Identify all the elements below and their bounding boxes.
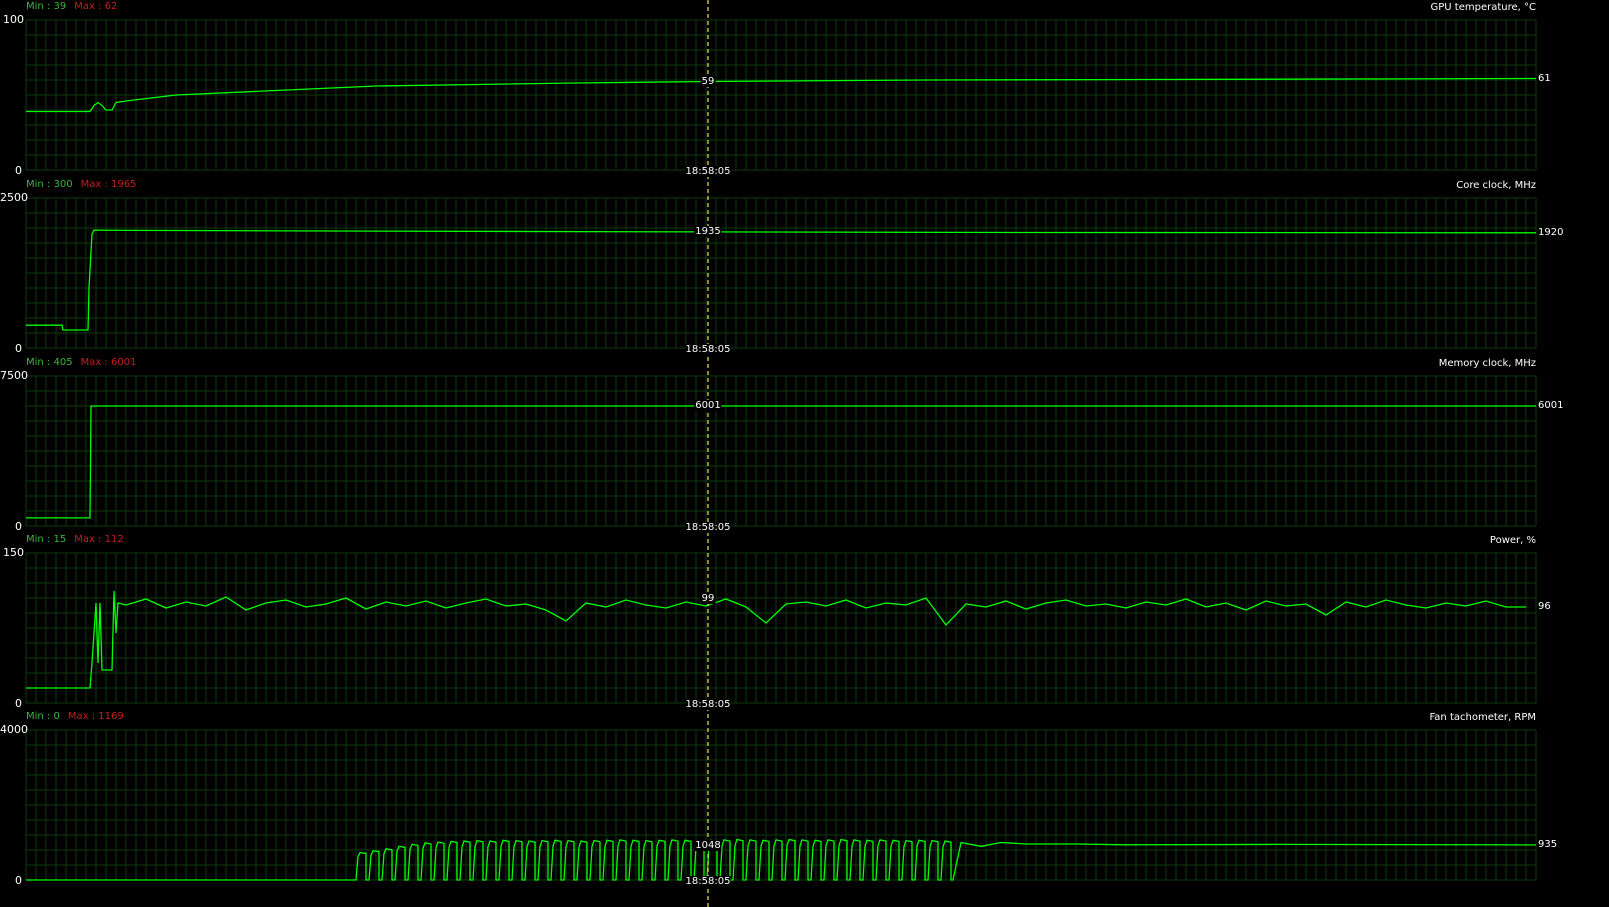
min-max-readout: Min : 0 Max : 1169 [26, 711, 124, 722]
graph-title: Core clock, MHz [1456, 180, 1536, 191]
y-axis-min-label: 0 [15, 697, 22, 710]
series-line [26, 838, 1537, 881]
series-line [26, 229, 1537, 331]
cursor-value-label: 1935 [694, 225, 722, 237]
current-value-label: 61 [1538, 72, 1551, 84]
max-value: Max : 112 [74, 534, 124, 545]
min-max-readout: Min : 39 Max : 62 [26, 1, 117, 12]
min-value: Min : 300 [26, 179, 73, 190]
current-value-label: 935 [1538, 838, 1558, 850]
min-value: Min : 39 [26, 1, 67, 12]
cursor-time-label: 18:58:05 [685, 166, 731, 177]
y-axis-min-label: 0 [15, 520, 22, 533]
graph-panel [25, 197, 1537, 349]
current-value-label: 1920 [1538, 226, 1564, 238]
y-axis-min-label: 0 [15, 164, 22, 177]
min-max-readout: Min : 300 Max : 1965 [26, 179, 136, 190]
min-max-readout: Min : 15 Max : 112 [26, 534, 124, 545]
max-value: Max : 6001 [80, 357, 137, 368]
graph-title: Power, % [1489, 535, 1536, 546]
cursor-time-label: 18:58:05 [685, 344, 731, 355]
cursor-value-label: 1048 [694, 840, 722, 852]
y-axis-max-label: 2500 [0, 191, 28, 204]
min-max-readout: Min : 405 Max : 6001 [26, 357, 136, 368]
max-value: Max : 62 [74, 1, 118, 12]
graph-title: GPU temperature, °C [1430, 2, 1536, 13]
current-value-label: 6001 [1538, 399, 1564, 411]
min-value: Min : 0 [26, 711, 60, 722]
y-axis-max-label: 150 [3, 546, 24, 559]
y-axis-max-label: 100 [3, 13, 24, 26]
graph-panel [25, 19, 1537, 171]
cursor-value-label: 99 [700, 593, 716, 604]
y-axis-max-label: 7500 [0, 369, 28, 382]
graph-panel [25, 729, 1537, 881]
cursor-time-label: 18:58:05 [685, 876, 731, 887]
series-line [26, 590, 1526, 689]
y-axis-max-label: 4000 [0, 723, 28, 736]
current-value-label: 96 [1538, 601, 1551, 612]
graph-panel [25, 552, 1537, 704]
graph-title: Memory clock, MHz [1438, 358, 1536, 369]
series-line [26, 77, 1537, 113]
max-value: Max : 1965 [80, 179, 137, 190]
min-value: Min : 405 [26, 357, 73, 368]
max-value: Max : 1169 [67, 711, 124, 722]
graph-panel [25, 375, 1537, 527]
graph-title: Fan tachometer, RPM [1429, 712, 1536, 723]
cursor-time-label: 18:58:05 [685, 699, 731, 710]
series-line [26, 405, 1536, 519]
cursor-time-label: 18:58:05 [685, 522, 731, 533]
min-value: Min : 15 [26, 534, 67, 545]
y-axis-min-label: 0 [15, 874, 22, 887]
y-axis-min-label: 0 [15, 342, 22, 355]
cursor-value-label: 6001 [694, 399, 722, 411]
cursor-value-label: 59 [700, 75, 716, 87]
